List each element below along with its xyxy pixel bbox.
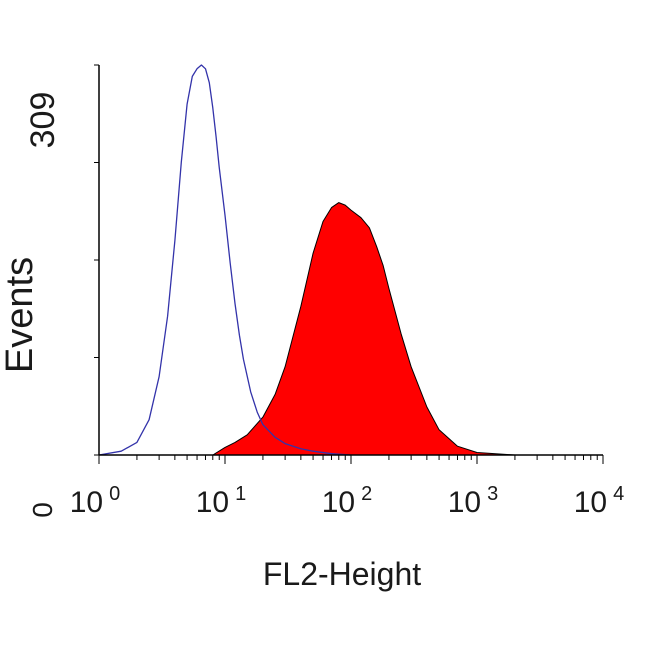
y-tick-label-min: 0: [27, 502, 58, 518]
x-axis-label: FL2-Height: [263, 556, 421, 592]
y-tick-label-max: 309: [24, 92, 62, 149]
y-axis-label: Events: [0, 257, 41, 373]
x-tick-labels: 10 0 10 1 10 2 10 3 10 4: [70, 483, 625, 519]
series-layer: [98, 64, 516, 456]
x-tick-label: 10 1: [196, 483, 247, 519]
x-tick-label-base: 10: [196, 486, 229, 519]
x-tick-label-base: 10: [448, 486, 481, 519]
x-tick-label-exponent: 2: [361, 483, 372, 505]
x-tick-label: 10 3: [448, 483, 499, 519]
series-filled-area: [212, 202, 516, 456]
x-tick-label: 10 0: [70, 483, 121, 519]
ticks-layer: [94, 64, 604, 464]
x-tick-label-base: 10: [574, 486, 607, 519]
x-tick-label-exponent: 3: [487, 483, 498, 505]
x-tick-label-exponent: 4: [613, 483, 624, 505]
x-tick-label-base: 10: [322, 486, 355, 519]
series-outline-line: [98, 64, 352, 456]
x-tick-label: 10 4: [574, 483, 625, 519]
x-tick-label-base: 10: [70, 486, 103, 519]
x-tick-label-exponent: 0: [109, 483, 120, 505]
labels-layer: Events 309 0 FL2-Height: [0, 92, 421, 592]
x-tick-label-exponent: 1: [235, 483, 246, 505]
x-tick-label: 10 2: [322, 483, 373, 519]
